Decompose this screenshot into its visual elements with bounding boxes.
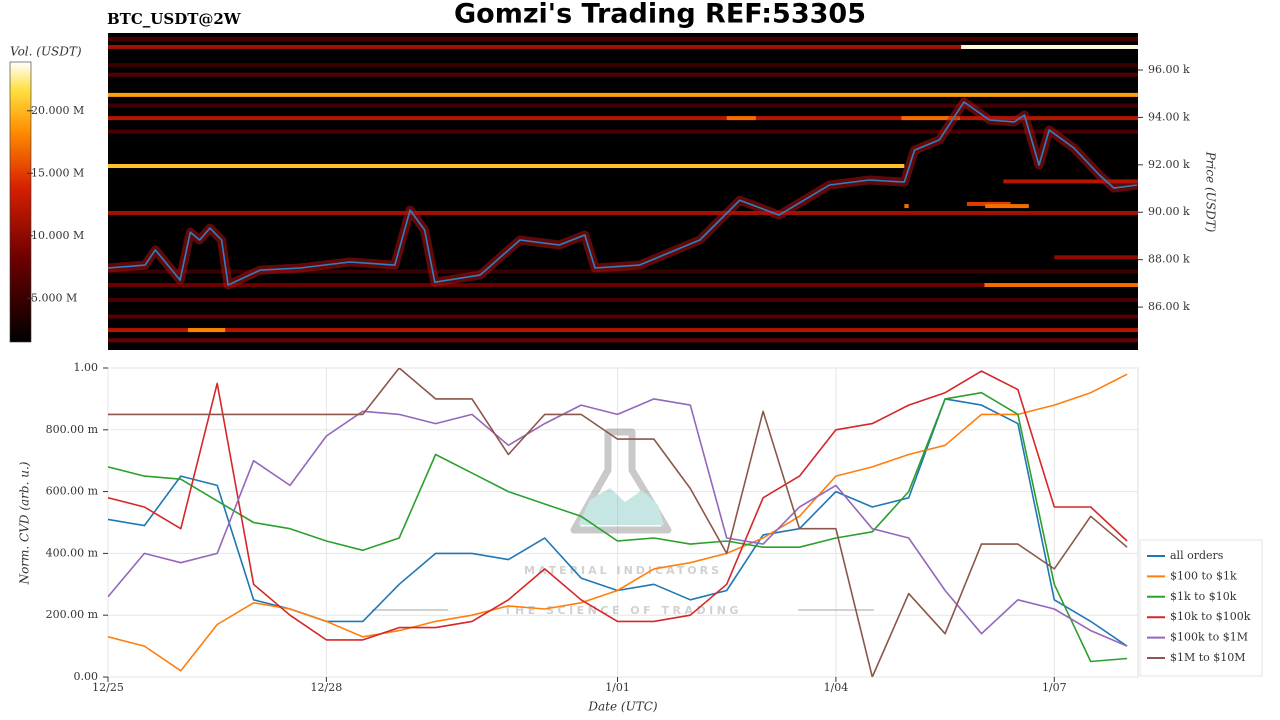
liquidity-band — [108, 116, 1138, 121]
cvd-plot-area — [107, 367, 1139, 678]
legend — [1139, 539, 1263, 677]
liquidity-band — [108, 283, 985, 288]
liquidity-band — [108, 269, 1138, 274]
liquidity-band — [961, 44, 1138, 49]
legend-label[interactable]: $100k to $1M — [1170, 631, 1248, 644]
x-tick-label: 12/25 — [92, 681, 124, 694]
x-tick-label: 12/28 — [311, 681, 343, 694]
cvd-line — [108, 373, 1128, 672]
heatmap-background — [108, 33, 1138, 350]
colorbar-tick-label: 10.000 M — [31, 229, 84, 242]
watermark: MATERIAL INDICATORS THE SCIENCE OF TRADI… — [372, 428, 874, 617]
cvd-line — [108, 391, 1128, 663]
liquidity-band — [901, 116, 960, 121]
chart-title: Gomzi's Trading REF:53305 — [454, 0, 866, 30]
y-tick-label: 90.00 k — [1148, 205, 1190, 218]
liquidity-band — [966, 201, 1011, 206]
liquidity-band — [726, 116, 756, 121]
liquidity-band — [108, 338, 1138, 343]
y-tick-label: 1.00 — [74, 361, 99, 374]
legend-label[interactable]: $100 to $1k — [1170, 569, 1237, 582]
liquidity-band — [108, 92, 1138, 97]
colorbar-tick-label: 5.000 M — [31, 291, 77, 304]
liquidity-band — [108, 72, 1138, 77]
watermark-flask-liquid — [578, 488, 664, 525]
watermark-flask — [570, 428, 672, 534]
liquidity-band — [108, 44, 962, 49]
legend-label[interactable]: $10k to $100k — [1170, 610, 1251, 623]
cvd-lines — [108, 368, 1128, 677]
y-tick-label: 92.00 k — [1148, 158, 1190, 171]
liquidity-band — [904, 204, 909, 209]
y-tick-label: 96.00 k — [1148, 63, 1190, 76]
cvd-line — [108, 370, 1128, 641]
liquidity-band — [1003, 179, 1138, 184]
y-axis-label: Norm. CVD (arb. u.) — [18, 461, 32, 585]
y-tick-label: 86.00 k — [1148, 300, 1190, 313]
heatmap-layer — [108, 37, 1138, 343]
liquidity-band — [108, 297, 1138, 302]
y-tick-label: 400.00 m — [46, 546, 99, 559]
x-tick-label: 1/04 — [824, 681, 849, 694]
colorbar-tick-label: 20.000 M — [31, 104, 84, 117]
liquidity-band — [108, 103, 1138, 108]
liquidity-band — [985, 204, 1029, 209]
liquidity-band — [188, 328, 226, 333]
legend-label[interactable]: $1M to $10M — [1170, 651, 1246, 664]
liquidity-band — [108, 37, 1138, 42]
colorbar-label: Vol. (USDT) — [10, 45, 82, 59]
liquidity-band — [108, 314, 1138, 319]
y-tick-label: 94.00 k — [1148, 110, 1190, 123]
y-tick-label: 88.00 k — [1148, 253, 1190, 266]
cvd-line — [108, 368, 1128, 677]
price-line — [108, 101, 1138, 286]
liquidity-band — [108, 328, 1138, 333]
liquidity-band — [108, 129, 1138, 134]
y-axis-label: Price (USDT) — [1204, 151, 1218, 233]
liquidity-band — [108, 210, 1138, 215]
liquidity-band — [984, 283, 1138, 288]
legend-label[interactable]: $1k to $10k — [1170, 590, 1237, 603]
watermark-tagline: THE SCIENCE OF TRADING — [504, 604, 742, 617]
x-tick-label: 1/07 — [1042, 681, 1067, 694]
grid — [107, 367, 1138, 678]
colorbar — [9, 61, 32, 343]
liquidity-band — [108, 63, 1138, 68]
watermark-text: MATERIAL INDICATORS — [524, 564, 722, 577]
liquidity-band — [108, 164, 905, 169]
legend-label[interactable]: all orders — [1170, 549, 1224, 562]
y-tick-label: 800.00 m — [46, 423, 99, 436]
liquidity-band — [1054, 255, 1138, 260]
x-axis-label: Date (UTC) — [587, 700, 657, 714]
chart-subtitle: BTC_USDT@2W — [107, 10, 242, 28]
y-tick-label: 200.00 m — [46, 608, 99, 621]
y-tick-label: 600.00 m — [46, 485, 99, 498]
colorbar-tick-label: 15.000 M — [31, 166, 84, 179]
x-tick-label: 1/01 — [605, 681, 630, 694]
y-tick-label: 0.00 — [74, 670, 99, 683]
